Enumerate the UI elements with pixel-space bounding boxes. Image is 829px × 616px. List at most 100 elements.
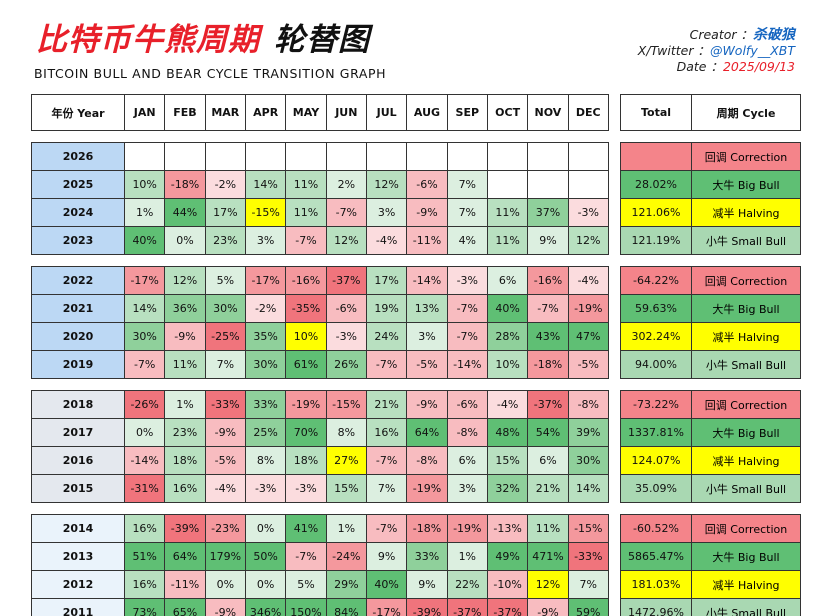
- month-value-cell: 48%: [486, 418, 529, 447]
- month-value-cell: -7%: [446, 322, 488, 351]
- month-value-cell: -2%: [244, 294, 287, 323]
- month-value-cell: -11%: [406, 226, 448, 255]
- total-cell: 94.00%: [620, 350, 692, 379]
- month-value-cell: -24%: [325, 542, 367, 571]
- month-value-cell: 7%: [446, 198, 488, 227]
- month-value-cell: 11%: [164, 350, 206, 379]
- month-value-cell: [567, 170, 609, 199]
- cycle-cell: 大牛 Big Bull: [691, 294, 801, 323]
- summary-row: 124.07% 减半 Halving: [620, 446, 801, 475]
- month-value-cell: 30%: [244, 350, 287, 379]
- month-value-cell: -7%: [325, 198, 367, 227]
- month-value-cell: -3%: [285, 474, 327, 503]
- date-value: 2025/09/13: [722, 59, 795, 74]
- month-value-cell: 23%: [204, 226, 246, 255]
- month-value-cell: 10%: [123, 170, 166, 199]
- month-value-cell: 12%: [164, 266, 206, 295]
- cycle-cell: 减半 Halving: [691, 446, 801, 475]
- month-value-cell: 73%: [123, 598, 166, 616]
- month-value-cell: 23%: [164, 418, 206, 447]
- summary-row: 302.24% 减半 Halving: [620, 322, 801, 351]
- month-value-cell: -17%: [365, 598, 408, 616]
- month-value-cell: 13%: [406, 294, 448, 323]
- year-cell: 2014: [31, 514, 125, 543]
- group-gap: [31, 502, 609, 515]
- month-value-cell: 32%: [486, 474, 529, 503]
- month-value-cell: -15%: [244, 198, 287, 227]
- twitter-value[interactable]: @Wolfy__XBT: [709, 43, 795, 58]
- month-value-cell: 30%: [204, 294, 246, 323]
- month-value-cell: 33%: [244, 390, 287, 419]
- year-row: 2020 30% -9% -25% 35% 10% -3% 24% 3% -7% 28% 43% 47%: [31, 322, 609, 351]
- month-value-cell: -14%: [446, 350, 488, 379]
- total-cell: -64.22%: [620, 266, 692, 295]
- month-value-cell: 8%: [244, 446, 287, 475]
- month-value-cell: -19%: [446, 514, 488, 543]
- monthly-returns-table: 年份 Year JAN FEB MAR APR MAY JUN JUL AUG …: [31, 94, 609, 616]
- month-value-cell: -5%: [406, 350, 448, 379]
- month-value-cell: -39%: [406, 598, 448, 616]
- year-cell: 2016: [31, 446, 125, 475]
- month-value-cell: 9%: [406, 570, 448, 599]
- month-value-cell: 36%: [164, 294, 206, 323]
- month-header: OCT: [486, 94, 529, 131]
- total-cell: [620, 142, 692, 171]
- month-value-cell: 11%: [285, 198, 327, 227]
- total-cell: 302.24%: [620, 322, 692, 351]
- cycle-summary-table: Total 周期 Cycle 回调 Correction 28.02% 大牛 Big…: [620, 94, 801, 616]
- year-row: 2013 51% 64% 179% 50% -7% -24% 9% 33% 1% 49% 471% -3…: [31, 542, 609, 571]
- month-value-cell: 39%: [567, 418, 609, 447]
- creator-value: 杀破狼: [753, 27, 795, 43]
- month-value-cell: 22%: [446, 570, 488, 599]
- month-value-cell: [365, 142, 408, 171]
- year-row: 2017 0% 23% -9% 25% 70% 8% 16% 64% -8% 48% 54% 39%: [31, 418, 609, 447]
- month-value-cell: 0%: [164, 226, 206, 255]
- month-value-cell: -7%: [365, 446, 408, 475]
- group-gap: [31, 378, 609, 391]
- month-value-cell: 14%: [244, 170, 287, 199]
- month-value-cell: 12%: [365, 170, 408, 199]
- total-cell: 124.07%: [620, 446, 692, 475]
- year-row: 2025 10% -18% -2% 14% 11% 2% 12% -6% 7%: [31, 170, 609, 199]
- cycle-header: 周期 Cycle: [691, 94, 801, 131]
- month-value-cell: -15%: [567, 514, 609, 543]
- month-value-cell: -9%: [204, 418, 246, 447]
- cycle-cell: 回调 Correction: [691, 266, 801, 295]
- year-cell: 2021: [31, 294, 125, 323]
- page-subtitle: BITCOIN BULL AND BEAR CYCLE TRANSITION G…: [34, 66, 387, 81]
- month-value-cell: -3%: [325, 322, 367, 351]
- month-value-cell: 27%: [325, 446, 367, 475]
- group-gap: [31, 254, 609, 267]
- month-value-cell: -17%: [123, 266, 166, 295]
- month-header: JUL: [365, 94, 408, 131]
- month-value-cell: -3%: [567, 198, 609, 227]
- year-cell: 2024: [31, 198, 125, 227]
- month-header: JAN: [123, 94, 166, 131]
- header-row: 年份 Year JAN FEB MAR APR MAY JUN JUL AUG …: [31, 94, 609, 131]
- year-row: 2019 -7% 11% 7% 30% 61% 26% -7% -5% -14% 10% -18% -5…: [31, 350, 609, 379]
- group-gap: [620, 378, 801, 391]
- month-value-cell: -11%: [164, 570, 206, 599]
- year-cell: 2020: [31, 322, 125, 351]
- summary-row: -73.22% 回调 Correction: [620, 390, 801, 419]
- month-value-cell: 346%: [244, 598, 287, 616]
- year-row: 2024 1% 44% 17% -15% 11% -7% 3% -9% 7% 11% 37% -3%: [31, 198, 609, 227]
- month-value-cell: 41%: [285, 514, 327, 543]
- month-value-cell: 30%: [567, 446, 609, 475]
- month-value-cell: 35%: [244, 322, 287, 351]
- month-value-cell: 7%: [365, 474, 408, 503]
- year-row: 2015 -31% 16% -4% -3% -3% 15% 7% -19% 3% 32% 21% 14%: [31, 474, 609, 503]
- month-value-cell: 40%: [123, 226, 166, 255]
- summary-row: 1472.96% 小牛 Small Bull: [620, 598, 801, 616]
- month-value-cell: 3%: [406, 322, 448, 351]
- month-value-cell: 471%: [527, 542, 569, 571]
- month-value-cell: 12%: [567, 226, 609, 255]
- month-value-cell: 1%: [446, 542, 488, 571]
- month-value-cell: -9%: [406, 198, 448, 227]
- year-cell: 2012: [31, 570, 125, 599]
- month-value-cell: [325, 142, 367, 171]
- cycle-cell: 回调 Correction: [691, 390, 801, 419]
- creator-label: Creator ：: [689, 27, 753, 42]
- year-row: 2011 73% 65% -9% 346% 150% 84% -17% -39% -37% -37%…: [31, 598, 609, 616]
- month-header: DEC: [567, 94, 609, 131]
